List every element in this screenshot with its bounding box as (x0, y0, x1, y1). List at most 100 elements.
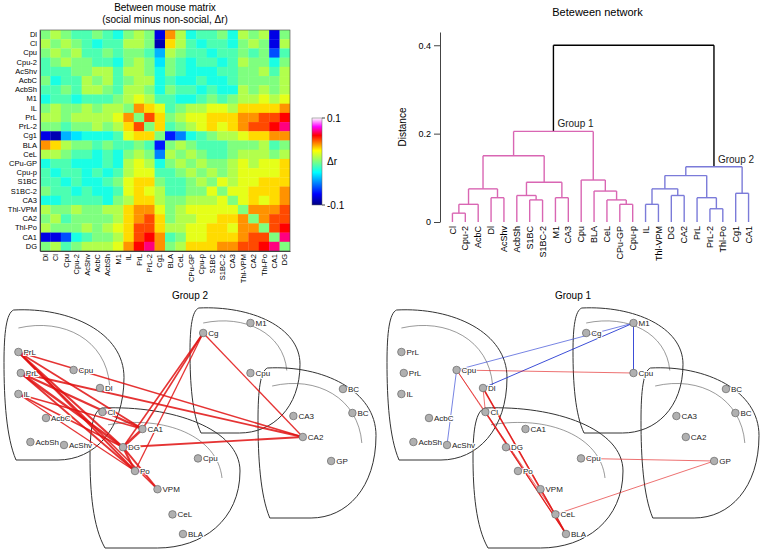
heatmap-cell (248, 76, 259, 86)
heatmap-cell (207, 150, 218, 160)
heatmap-cell (40, 233, 51, 243)
heatmap-cell (175, 141, 186, 151)
heatmap-cell (113, 67, 124, 77)
dendrogram-stem (513, 131, 514, 155)
heatmap-cell (103, 233, 114, 243)
heatmap-cell (134, 58, 145, 68)
heatmap-cell (134, 223, 145, 233)
heatmap-cell (196, 76, 207, 86)
heatmap-cell (71, 177, 82, 187)
heatmap-cell (40, 76, 51, 86)
section-inner (108, 422, 222, 478)
heatmap-cell (123, 159, 134, 169)
heatmap-cell (165, 205, 176, 215)
heatmap-cell (40, 94, 51, 104)
tick: S1BC (17, 177, 37, 186)
tick: Thl-VPM (239, 254, 248, 283)
dendrogram-stem (452, 213, 453, 222)
heatmap-cell (196, 187, 207, 197)
heatmap-cell (82, 141, 93, 151)
dendrogram-bar (452, 212, 465, 213)
connection (18, 352, 302, 437)
region-dot (349, 409, 357, 417)
heatmap-cell (71, 113, 82, 123)
dendrogram-stem (465, 213, 466, 222)
heatmap-cell (248, 122, 259, 132)
heatmap-cell (50, 76, 61, 86)
heatmap-cell (61, 76, 72, 86)
heatmap-cell (123, 141, 134, 151)
tick-mark (434, 222, 440, 223)
heatmap-cell (280, 242, 290, 251)
region-label: AcbSh (35, 438, 59, 447)
heatmap-cell (113, 48, 124, 58)
heatmap-cell (40, 168, 51, 178)
dendrogram-stem (568, 198, 569, 222)
heatmap-cell (175, 223, 186, 233)
heatmap-cell (196, 196, 207, 206)
heatmap-cell (92, 196, 103, 206)
dendrogram-stem (651, 189, 652, 204)
dendrogram-stem (748, 193, 749, 222)
heatmap-cell (196, 67, 207, 77)
leaf-label: CA2 (679, 226, 689, 244)
tick-label: AcbSh (103, 254, 112, 276)
heatmap-cell (217, 205, 228, 215)
heatmap-cell (40, 30, 51, 40)
heatmap-cell (50, 196, 61, 206)
region-label: CA2 (308, 433, 324, 442)
heatmap-cell (123, 85, 134, 95)
heatmap-cell (269, 48, 280, 58)
heatmap-cell (50, 30, 61, 40)
region-dot (673, 412, 681, 420)
heatmap-cell (155, 223, 166, 233)
heatmap-cell (269, 39, 280, 49)
colorbar-label: Δr (327, 156, 338, 167)
tick: Thl-VPM (8, 205, 37, 214)
connections (18, 333, 302, 489)
heatmap-cell (165, 223, 176, 233)
heatmap-cell (238, 223, 249, 233)
heatmap-cell (103, 159, 114, 169)
heatmap-cell (269, 196, 280, 206)
regions: DlClCpuCpuAcShvAcbCAcbShM1ILPrLPrLCgBLAC… (398, 319, 752, 539)
heatmap-cell (82, 131, 93, 141)
tick-label: DG (280, 254, 289, 265)
region-label: Dl (488, 384, 496, 393)
region-dot (425, 414, 433, 422)
colorbar-tick-label: 0.1 (327, 113, 341, 124)
region-dot (42, 414, 50, 422)
tick-label: S1BC-2 (11, 187, 37, 196)
heatmap-cell (123, 76, 134, 86)
heatmap-cell (186, 67, 197, 77)
heatmap-cell (207, 168, 218, 178)
connection (633, 323, 634, 373)
heatmap-cell (71, 187, 82, 197)
connection (457, 323, 634, 370)
region-dot (15, 348, 23, 356)
leaf-label: Thl-VPM (654, 226, 664, 261)
heatmap-cell (134, 196, 145, 206)
heatmap-cell (186, 168, 197, 178)
heatmap-cell (155, 196, 166, 206)
heatmap-cell (280, 205, 290, 215)
heatmap-cell (228, 85, 239, 95)
heatmap-cell (155, 131, 166, 141)
heatmap-cell (92, 76, 103, 86)
colorbar-tick (322, 205, 325, 206)
heatmap-cell (259, 168, 270, 178)
heatmap-cell (228, 214, 239, 224)
tick: AcbC (93, 253, 102, 272)
heatmap-cell (71, 122, 82, 132)
dendrogram-stem (664, 176, 665, 189)
region-label: CeL (178, 510, 193, 519)
heatmap-cell (186, 94, 197, 104)
region-dot (194, 455, 202, 463)
tick-label: Cpu (62, 254, 71, 268)
leaf-label: AcShv (499, 226, 509, 253)
heatmap-cell (103, 242, 114, 251)
heatmap-cell (40, 223, 51, 233)
heatmap-cell (280, 214, 290, 224)
heatmap-cell (228, 187, 239, 197)
tick: Cpu-2 (72, 254, 81, 274)
